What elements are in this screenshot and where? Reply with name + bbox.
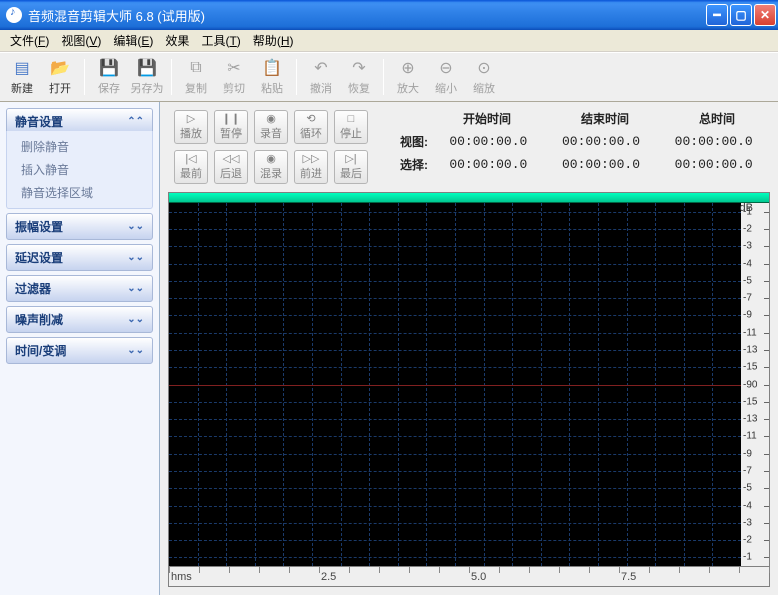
panel-time[interactable]: 时间/变调⌄⌄: [6, 337, 153, 364]
wave-canvas[interactable]: [169, 203, 741, 566]
back-icon: ◁◁: [223, 153, 240, 165]
back-button[interactable]: ◁◁后退: [214, 150, 248, 184]
chevron-down-icon: ⌄⌄: [127, 252, 144, 263]
stop-icon: □: [348, 113, 355, 125]
panel-amp[interactable]: 振幅设置⌄⌄: [6, 213, 153, 240]
saveas-button[interactable]: 💾另存为: [129, 55, 165, 99]
minimize-button[interactable]: ━: [706, 4, 728, 26]
copy-icon: ⧉: [186, 58, 206, 78]
chevron-down-icon: ⌄⌄: [127, 314, 144, 325]
header-total: 总时间: [699, 110, 735, 127]
copy-button[interactable]: ⧉复制: [178, 55, 214, 99]
zoomout-icon: ⊖: [436, 58, 456, 78]
panel-mute-body: 删除静音 插入静音 静音选择区域: [6, 131, 153, 209]
app-icon: [6, 7, 22, 23]
sidebar-item-insert-silence[interactable]: 插入静音: [7, 158, 152, 181]
open-icon: 📂: [50, 58, 70, 78]
sidebar: 静音设置⌃⌃ 删除静音 插入静音 静音选择区域 振幅设置⌄⌄ 延迟设置⌄⌄ 过滤…: [0, 102, 160, 595]
last-icon: ▷|: [345, 153, 356, 165]
zoomfit-button[interactable]: ⊙缩放: [466, 55, 502, 99]
chevron-down-icon: ⌄⌄: [127, 345, 144, 356]
wave-ruler-top: [169, 193, 769, 203]
redo-icon: ↷: [349, 58, 369, 78]
chevron-down-icon: ⌄⌄: [127, 283, 144, 294]
loop-button[interactable]: ⟲循环: [294, 110, 328, 144]
db-scale: dB -1-2-3-4-5-7-9-11-13-15-90-15-13-11-9…: [741, 203, 769, 566]
zoomfit-icon: ⊙: [474, 58, 494, 78]
view-total: 00:00:00.0: [657, 134, 770, 149]
chevron-down-icon: ⌄⌄: [127, 221, 144, 232]
undo-button[interactable]: ↶撤消: [303, 55, 339, 99]
sidebar-item-delete-silence[interactable]: 删除静音: [7, 135, 152, 158]
pause-button[interactable]: ❙❙暂停: [214, 110, 248, 144]
menu-effect[interactable]: 效果: [159, 30, 195, 51]
open-button[interactable]: 📂打开: [42, 55, 78, 99]
cut-icon: ✂: [224, 58, 244, 78]
fwd-button[interactable]: ▷▷前进: [294, 150, 328, 184]
zoomout-button[interactable]: ⊖缩小: [428, 55, 464, 99]
record-icon: ◉: [266, 113, 276, 125]
last-button[interactable]: ▷|最后: [334, 150, 368, 184]
pause-icon: ❙❙: [222, 113, 240, 125]
window-title: 音频混音剪辑大师 6.8 (试用版): [28, 6, 706, 25]
time-panel: 开始时间 结束时间 总时间 视图: 00:00:00.0 00:00:00.0 …: [388, 110, 770, 179]
panel-filter[interactable]: 过滤器⌄⌄: [6, 275, 153, 302]
new-icon: ▤: [12, 58, 32, 78]
mix-button[interactable]: ◉混录: [254, 150, 288, 184]
undo-icon: ↶: [311, 58, 331, 78]
select-end: 00:00:00.0: [545, 157, 658, 172]
row-label-select: 选择:: [388, 156, 432, 173]
select-start: 00:00:00.0: [432, 157, 545, 172]
save-button[interactable]: 💾保存: [91, 55, 127, 99]
waveform-display[interactable]: dB -1-2-3-4-5-7-9-11-13-15-90-15-13-11-9…: [168, 192, 770, 587]
view-end: 00:00:00.0: [545, 134, 658, 149]
loop-icon: ⟲: [306, 113, 315, 125]
maximize-button[interactable]: ▢: [730, 4, 752, 26]
first-icon: |◁: [185, 153, 196, 165]
zoomin-button[interactable]: ⊕放大: [390, 55, 426, 99]
header-end: 结束时间: [581, 110, 629, 127]
menu-tools[interactable]: 工具(T): [195, 30, 246, 51]
first-button[interactable]: |◁最前: [174, 150, 208, 184]
paste-icon: 📋: [262, 58, 282, 78]
transport-controls: ▷播放 ❙❙暂停 ◉录音 ⟲循环 □停止 |◁最前 ◁◁后退 ◉混录 ▷▷前进 …: [174, 110, 368, 184]
cut-button[interactable]: ✂剪切: [216, 55, 252, 99]
chevron-up-icon: ⌃⌃: [127, 116, 144, 127]
fwd-icon: ▷▷: [303, 153, 320, 165]
panel-delay[interactable]: 延迟设置⌄⌄: [6, 244, 153, 271]
titlebar: 音频混音剪辑大师 6.8 (试用版) ━ ▢ ✕: [0, 0, 778, 30]
menu-help[interactable]: 帮助(H): [247, 30, 300, 51]
menu-file[interactable]: 文件(F): [4, 30, 55, 51]
play-icon: ▷: [187, 113, 195, 125]
main-toolbar: ▤新建 📂打开 💾保存 💾另存为 ⧉复制 ✂剪切 📋粘贴 ↶撤消 ↷恢复 ⊕放大…: [0, 52, 778, 102]
save-icon: 💾: [99, 58, 119, 78]
sidebar-item-mute-selection[interactable]: 静音选择区域: [7, 181, 152, 204]
saveas-icon: 💾: [137, 58, 157, 78]
time-ruler: hms2.55.07.5: [169, 566, 769, 586]
play-button[interactable]: ▷播放: [174, 110, 208, 144]
stop-button[interactable]: □停止: [334, 110, 368, 144]
redo-button[interactable]: ↷恢复: [341, 55, 377, 99]
record-button[interactable]: ◉录音: [254, 110, 288, 144]
close-button[interactable]: ✕: [754, 4, 776, 26]
menubar: 文件(F) 视图(V) 编辑(E) 效果 工具(T) 帮助(H): [0, 30, 778, 52]
paste-button[interactable]: 📋粘贴: [254, 55, 290, 99]
new-button[interactable]: ▤新建: [4, 55, 40, 99]
menu-edit[interactable]: 编辑(E): [107, 30, 159, 51]
mix-icon: ◉: [266, 153, 276, 165]
menu-view[interactable]: 视图(V): [55, 30, 107, 51]
row-label-view: 视图:: [388, 133, 432, 150]
header-start: 开始时间: [463, 110, 511, 127]
select-total: 00:00:00.0: [657, 157, 770, 172]
view-start: 00:00:00.0: [432, 134, 545, 149]
zoomin-icon: ⊕: [398, 58, 418, 78]
panel-noise[interactable]: 噪声削减⌄⌄: [6, 306, 153, 333]
